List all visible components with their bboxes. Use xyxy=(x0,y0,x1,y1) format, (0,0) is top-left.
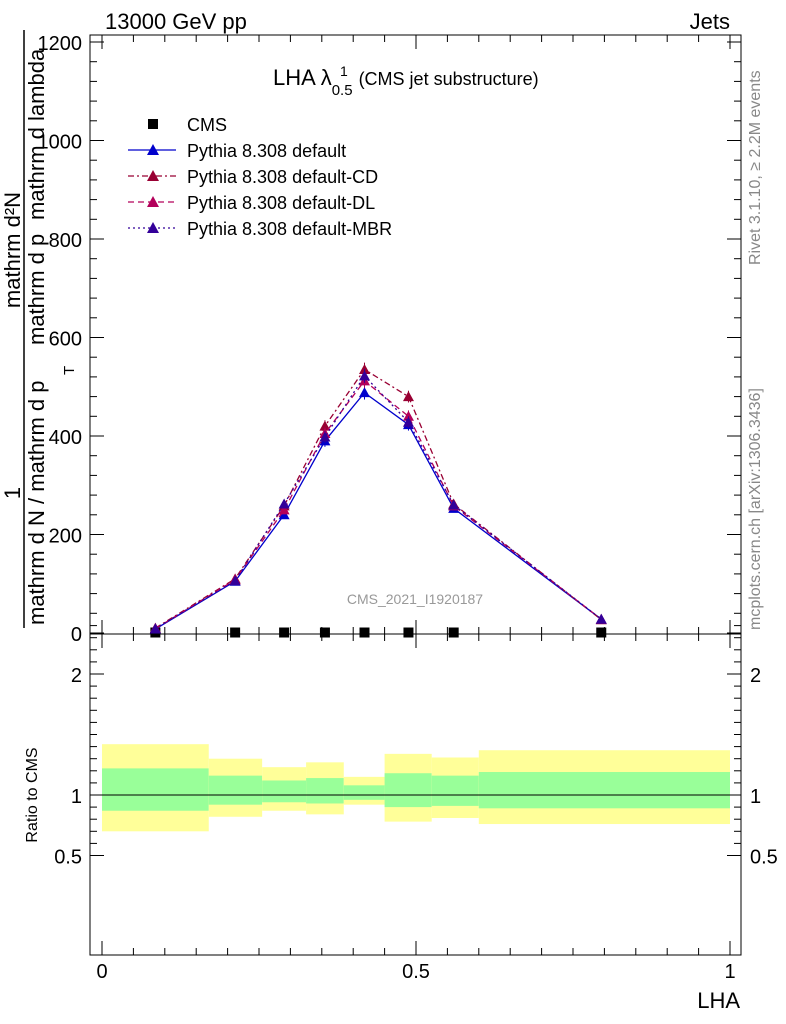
ratio-band-inner xyxy=(208,775,263,805)
series-marker xyxy=(448,499,460,510)
main-x-ticks xyxy=(101,35,731,634)
main-y-tick-label: 0 xyxy=(71,624,82,646)
legend-marker xyxy=(148,119,158,129)
legend: CMS Pythia 8.308 default Pythia 8.308 defa… xyxy=(128,115,392,239)
series-line xyxy=(155,368,602,629)
series-line xyxy=(155,391,602,630)
x-tick-label: 1 xyxy=(724,961,735,983)
legend-marker xyxy=(147,170,159,181)
series-marker xyxy=(319,420,331,431)
watermark: CMS_2021_I1920187 xyxy=(347,591,483,607)
ratio-band-inner xyxy=(262,780,307,803)
main-y-tick-label: 400 xyxy=(49,427,82,449)
main-series xyxy=(149,362,607,638)
y-label-denominator-mid: mathrm d p xyxy=(24,234,49,345)
svg-text:LHA λ0.5(CMS jet substructure): LHA λ0.5 (CMS jet substructure) xyxy=(273,65,539,99)
cms-data-point xyxy=(596,627,607,638)
ratio-band-inner xyxy=(478,772,730,809)
header-right: Jets xyxy=(690,9,730,34)
series-marker xyxy=(359,364,371,375)
series-marker xyxy=(402,416,414,427)
x-tick-label: 0.5 xyxy=(402,961,430,983)
cms-data-point xyxy=(448,627,459,638)
ratio-bands xyxy=(102,744,730,832)
legend-marker xyxy=(147,222,159,233)
series-0 xyxy=(150,627,607,638)
header-left: 13000 GeV pp xyxy=(105,9,247,34)
y-axis-label: 1 mathrm d²N mathrm d N / mathrm d p mat… xyxy=(0,30,78,628)
legend-entry-4: Pythia 8.308 default-MBR xyxy=(128,219,392,239)
legend-marker xyxy=(147,196,159,207)
series-marker xyxy=(149,623,161,634)
ratio-y-tick-label-right: 2 xyxy=(750,665,761,687)
series-marker xyxy=(402,391,414,402)
legend-marker xyxy=(147,144,159,155)
series-4 xyxy=(149,369,607,634)
main-y-ticks: 0 200 400 600 800 1000 1200 xyxy=(38,33,741,646)
ratio-y-label: Ratio to CMS xyxy=(24,747,41,842)
ratio-x-ticks: 0 0.5 1 xyxy=(96,634,736,983)
main-y-tick-label: 600 xyxy=(49,329,82,351)
main-y-tick-label: 800 xyxy=(49,230,82,252)
legend-label: CMS xyxy=(187,115,227,135)
series-marker xyxy=(402,410,414,421)
rivet-info: Rivet 3.1.10, ≥ 2.2M events xyxy=(747,70,764,265)
y-label-denominator-left: mathrm d N / mathrm d p xyxy=(24,380,49,625)
ratio-y-tick-label: 2 xyxy=(71,665,82,687)
ratio-band-inner xyxy=(343,785,385,800)
cms-data-point xyxy=(279,627,290,638)
main-y-tick-label: 1000 xyxy=(38,132,83,154)
ratio-y-tick-label: 0.5 xyxy=(54,847,82,869)
ratio-y-ticks: 0.5 0.5 1 1 2 2 xyxy=(54,625,778,869)
plot-title-sup: 1 xyxy=(340,63,348,79)
legend-entry-2: Pythia 8.308 default-CD xyxy=(128,167,378,187)
mcplots-info: mcplots.cern.ch [arXiv:1306.3436] xyxy=(747,388,764,630)
y-label-numerator: mathrm d²N xyxy=(0,192,25,308)
main-y-tick-label: 200 xyxy=(49,526,82,548)
main-y-tick-label: 1200 xyxy=(38,33,83,55)
legend-label: Pythia 8.308 default-MBR xyxy=(187,219,392,239)
legend-entry-1: Pythia 8.308 default xyxy=(128,141,346,161)
legend-label: Pythia 8.308 default-CD xyxy=(187,167,378,187)
ratio-band-inner xyxy=(431,775,479,806)
series-marker xyxy=(359,370,371,381)
ratio-y-tick-label-right: 1 xyxy=(750,786,761,808)
ratio-band-inner xyxy=(384,773,432,808)
legend-label: Pythia 8.308 default xyxy=(187,141,346,161)
x-axis-label: LHA xyxy=(697,988,740,1013)
cms-data-point xyxy=(319,627,330,638)
series-marker xyxy=(278,504,290,515)
ratio-band-inner xyxy=(102,768,209,811)
legend-label: Pythia 8.308 default-DL xyxy=(187,193,375,213)
series-marker xyxy=(278,498,290,509)
ratio-y-tick-label: 1 xyxy=(71,786,82,808)
ratio-band-inner xyxy=(306,778,344,804)
plot-title-main: LHA λ xyxy=(273,65,332,90)
y-label-denominator-right: mathrm d lambda xyxy=(24,48,49,220)
cms-data-point xyxy=(359,627,370,638)
series-marker xyxy=(319,431,331,442)
cms-data-point xyxy=(230,627,241,638)
cms-data-point xyxy=(403,627,414,638)
series-marker xyxy=(359,387,371,398)
series-marker xyxy=(595,613,607,624)
ratio-y-tick-label-right: 0.5 xyxy=(750,847,778,869)
plot-title-extra: (CMS jet substructure) xyxy=(359,69,539,89)
series-line xyxy=(155,379,602,630)
legend-entry-0: CMS xyxy=(148,115,227,135)
y-label-subscript-t: T xyxy=(61,366,78,375)
legend-entry-3: Pythia 8.308 default-DL xyxy=(128,193,375,213)
plot-title: LHA λ0.5 (CMS jet substructure) 1 xyxy=(273,63,539,99)
y-label-one: 1 xyxy=(0,487,25,499)
plot-title-sub: 0.5 xyxy=(332,82,353,99)
x-tick-label: 0 xyxy=(96,961,107,983)
series-marker xyxy=(229,575,241,586)
